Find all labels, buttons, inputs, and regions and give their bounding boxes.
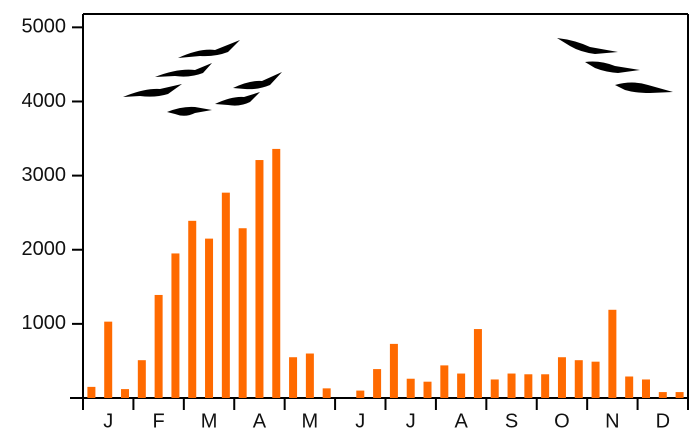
bar	[305, 353, 314, 398]
bird	[167, 106, 212, 116]
bird	[233, 72, 282, 90]
bar	[507, 373, 516, 398]
bar	[121, 389, 130, 398]
bar	[641, 379, 650, 398]
x-tick-label: A	[253, 410, 267, 432]
bar	[255, 160, 264, 398]
x-tick-label: M	[201, 410, 218, 432]
y-tick-label: 3000	[22, 164, 67, 186]
bar	[406, 378, 415, 398]
x-tick-label: D	[656, 410, 670, 432]
birds	[123, 38, 673, 116]
bar	[137, 360, 146, 398]
x-tick-label: J	[406, 410, 416, 432]
bar	[104, 321, 113, 398]
y-tick-label: 2000	[22, 238, 67, 260]
bar	[188, 220, 197, 398]
bar	[591, 361, 600, 398]
bird	[123, 84, 182, 97]
bar	[389, 343, 398, 398]
y-tick-label: 4000	[22, 90, 67, 112]
bird	[557, 38, 618, 54]
bar	[440, 365, 449, 398]
x-tick-label: F	[153, 410, 165, 432]
bar	[154, 294, 163, 398]
bar	[87, 386, 96, 398]
bird	[615, 82, 673, 93]
bar	[557, 357, 566, 398]
bird	[215, 92, 260, 106]
bar	[289, 357, 298, 398]
bar	[473, 329, 482, 398]
x-tick-label: A	[454, 410, 468, 432]
bar	[675, 392, 684, 398]
bar	[625, 376, 634, 398]
x-tick-label: J	[355, 410, 365, 432]
bar	[423, 381, 432, 398]
bar	[608, 309, 617, 398]
bar	[524, 374, 533, 398]
y-tick-label: 5000	[22, 16, 67, 38]
bar	[457, 373, 466, 398]
bar	[205, 238, 214, 398]
bar	[490, 379, 499, 398]
bird	[585, 61, 640, 73]
x-tick-label: N	[605, 410, 619, 432]
x-tick-label: O	[554, 410, 570, 432]
bird	[178, 40, 240, 58]
bar	[574, 360, 583, 398]
bar	[373, 369, 382, 398]
bar	[356, 390, 365, 398]
bar	[541, 374, 550, 398]
bar	[238, 228, 247, 398]
x-tick-label: S	[505, 410, 518, 432]
bird	[155, 63, 212, 77]
bar	[658, 392, 667, 398]
x-tick-label: J	[103, 410, 113, 432]
bar	[171, 253, 180, 398]
bar	[221, 192, 230, 398]
bar	[322, 388, 331, 398]
bar	[272, 148, 281, 398]
x-tick-label: M	[302, 410, 319, 432]
y-tick-label: 1000	[22, 312, 67, 334]
